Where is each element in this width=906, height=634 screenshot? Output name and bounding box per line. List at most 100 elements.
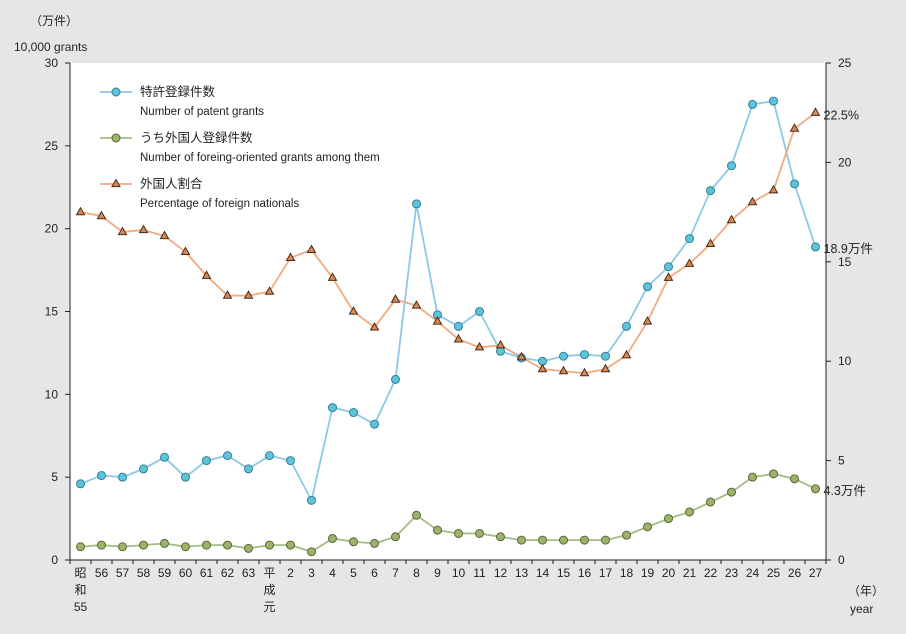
series-point-1 xyxy=(475,528,484,538)
series-point-2 xyxy=(222,290,233,299)
series-point-0 xyxy=(391,374,400,384)
series-point-0 xyxy=(139,464,148,474)
series-point-0 xyxy=(769,96,778,106)
x-tick-label: 58 xyxy=(137,566,151,580)
x-tick-label: 18 xyxy=(620,566,634,580)
series-point-0 xyxy=(265,451,274,461)
series-point-1 xyxy=(517,535,526,545)
series-point-1 xyxy=(412,510,421,520)
series-point-0 xyxy=(643,282,652,292)
series-point-0 xyxy=(496,346,505,356)
series-point-0 xyxy=(748,99,757,109)
x-tick-label: 60 xyxy=(179,566,193,580)
x-tick-label: 59 xyxy=(158,566,172,580)
y-right-tick-label: 10 xyxy=(838,354,852,368)
series-point-2 xyxy=(327,272,338,281)
y-right-tick-label: 25 xyxy=(838,56,852,70)
series-point-2 xyxy=(453,333,464,343)
y-left-tick-label: 15 xyxy=(45,305,59,319)
legend: 特許登録件数 Number of patent grants うち外国人登録件数 Nu… xyxy=(100,84,380,210)
series-point-1 xyxy=(664,514,673,524)
series-point-2 xyxy=(495,339,506,349)
x-tick-label: 10 xyxy=(452,566,466,580)
series-point-1 xyxy=(769,469,778,479)
x-tick-label: 4 xyxy=(329,566,336,580)
x-tick-label: 元 xyxy=(263,600,275,614)
series-point-1 xyxy=(727,487,736,497)
x-tick-label: 和 xyxy=(74,583,86,597)
x-tick-label: 16 xyxy=(578,566,592,580)
series-point-0 xyxy=(664,262,673,272)
series-point-0 xyxy=(76,479,85,489)
series-point-1 xyxy=(391,532,400,542)
series-point-1 xyxy=(139,540,148,550)
series-point-0 xyxy=(181,472,190,482)
series-point-0 xyxy=(223,451,232,461)
series-point-0 xyxy=(307,495,316,505)
series-point-2 xyxy=(306,244,317,254)
y-left-tick-label: 30 xyxy=(45,56,59,70)
series-point-0 xyxy=(685,234,694,244)
x-tick-label: 61 xyxy=(200,566,214,580)
legend-label-en-2: Percentage of foreign nationals xyxy=(140,198,299,210)
series-point-0 xyxy=(202,456,211,466)
x-tick-label: 17 xyxy=(599,566,613,580)
series-point-0 xyxy=(580,350,589,360)
x-tick-label: 13 xyxy=(515,566,529,580)
series-point-2 xyxy=(810,107,821,116)
x-tick-label: 12 xyxy=(494,566,508,580)
series-point-2 xyxy=(348,306,359,315)
series-point-2 xyxy=(411,300,422,309)
x-tick-label: 14 xyxy=(536,566,550,580)
series-point-2 xyxy=(138,224,149,234)
x-tick-label: 56 xyxy=(95,566,109,580)
series-point-0 xyxy=(811,242,820,252)
y-left-tick-label: 5 xyxy=(51,470,58,484)
series-point-2 xyxy=(642,316,653,325)
end-label-1: 4.3万件 xyxy=(824,484,866,498)
series-point-0 xyxy=(328,403,337,413)
y-left-tick-label: 25 xyxy=(45,139,59,153)
y-left-tick-label: 10 xyxy=(45,387,59,401)
series-point-1 xyxy=(370,538,379,548)
series-point-1 xyxy=(181,542,190,552)
y-left-unit-en: 10,000 grants xyxy=(14,40,87,54)
legend-marker-2 xyxy=(111,178,121,188)
series-point-2 xyxy=(75,206,86,216)
plot-area xyxy=(70,63,826,560)
y-right-tick-label: 20 xyxy=(838,155,852,169)
series-point-1 xyxy=(118,542,127,552)
x-tick-label: 昭 xyxy=(74,566,86,580)
series-point-1 xyxy=(307,547,316,557)
series-point-1 xyxy=(685,507,694,517)
series-point-2 xyxy=(726,214,737,224)
y-right-tick-label: 0 xyxy=(838,553,845,567)
series-point-1 xyxy=(76,542,85,552)
x-tick-label: 6 xyxy=(371,566,378,580)
x-unit-ja: （年） xyxy=(848,584,884,598)
x-tick-label: 11 xyxy=(473,566,486,580)
x-tick-label: 19 xyxy=(641,566,655,580)
series-point-1 xyxy=(643,522,652,532)
series-point-1 xyxy=(349,537,358,547)
y-left-tick-label: 20 xyxy=(45,222,59,236)
x-tick-label: 7 xyxy=(392,566,399,580)
series-markers xyxy=(75,96,821,557)
legend-label-ja-0: 特許登録件数 xyxy=(140,84,216,99)
x-tick-label: 26 xyxy=(788,566,802,580)
x-tick-label: 平 xyxy=(263,566,275,580)
x-tick-label: 63 xyxy=(242,566,256,580)
series-point-2 xyxy=(705,238,716,248)
series-point-0 xyxy=(370,419,379,429)
series-point-0 xyxy=(412,199,421,209)
series-point-1 xyxy=(97,540,106,550)
legend-label-en-0: Number of patent grants xyxy=(140,106,264,118)
legend-label-ja-2: 外国人割合 xyxy=(140,176,203,191)
x-tick-label: 8 xyxy=(413,566,420,580)
legend-marker-0 xyxy=(111,87,121,97)
series-point-2 xyxy=(684,258,695,267)
x-unit-en: year xyxy=(850,602,873,616)
series-point-1 xyxy=(811,484,820,494)
series-point-2 xyxy=(432,316,443,325)
series-point-0 xyxy=(475,307,484,316)
